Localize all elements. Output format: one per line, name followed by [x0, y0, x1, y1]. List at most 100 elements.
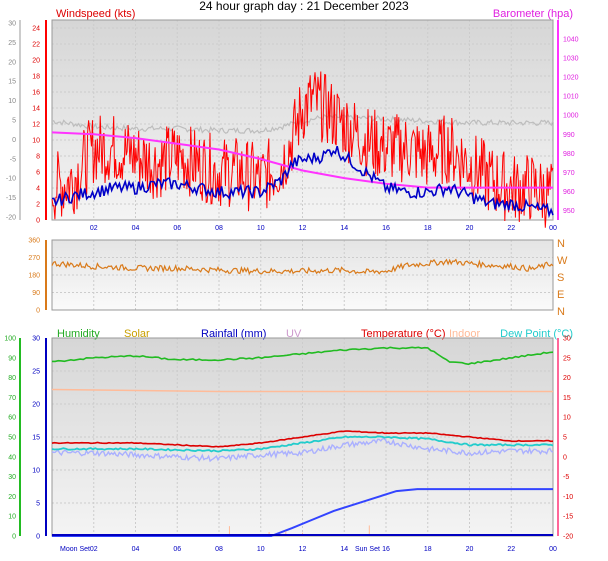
compass-label: W: [557, 255, 568, 267]
humidity-tick-label: 20: [8, 494, 16, 501]
barometer-tick-label: 1030: [563, 56, 579, 63]
humidity-tick-label: 80: [8, 375, 16, 382]
x-tick-label: 12: [299, 546, 307, 553]
humidity-line: [52, 346, 554, 366]
compass-label: E: [557, 289, 564, 301]
temperature-tick-label: -10: [563, 494, 573, 501]
direction-line: [51, 258, 554, 276]
temperature-tick-label: -15: [563, 514, 573, 521]
humidity-tick-label: 100: [4, 336, 16, 343]
x-tick-label: 00: [549, 225, 557, 232]
x-tick-label: 02: [90, 225, 98, 232]
temperature-tick-label: 30: [563, 336, 571, 343]
x-tick-label: 14: [340, 225, 348, 232]
x-tick-label: 20: [466, 225, 474, 232]
indoor-line: [51, 388, 553, 393]
temperature-tick-label: 0: [563, 454, 567, 461]
direction-tick-label: 90: [32, 290, 40, 297]
legend-temperature: Temperature (°C): [361, 328, 445, 340]
windspeed-tick-label: 14: [32, 106, 40, 113]
barometer-tick-label: 1010: [563, 94, 579, 101]
temperature-tick-label: 10: [563, 415, 571, 422]
windspeed-tick-label: 2: [36, 202, 40, 209]
temperature-tick-label: -5: [563, 474, 569, 481]
barometer-label: Barometer (hpa): [493, 8, 573, 20]
x-tick-label: 18: [424, 225, 432, 232]
temperature-tick-label: 5: [563, 435, 567, 442]
windspeed-tick-label: 10: [32, 138, 40, 145]
windspeed-label: Windspeed (kts): [56, 8, 135, 20]
rainfall-tick-label: 20: [32, 402, 40, 409]
direction-tick-label: 270: [28, 255, 40, 262]
outer-tick-label: 5: [12, 118, 16, 125]
outer-tick-label: 30: [8, 21, 16, 28]
windspeed-tick-label: 12: [32, 122, 40, 129]
x-tick-label: 14: [340, 546, 348, 553]
barometer-tick-label: 1040: [563, 37, 579, 44]
outer-tick-label: -20: [6, 215, 16, 222]
compass-label: N: [557, 306, 565, 318]
temperature-tick-label: 20: [563, 375, 571, 382]
legend-solar: Solar: [124, 328, 150, 340]
chart-title: 24 hour graph day : 21 December 2023: [199, 0, 409, 13]
temperature-tick-label: 25: [563, 355, 571, 362]
legend-rainfall: Rainfall (mm): [201, 328, 266, 340]
outer-tick-label: 0: [12, 137, 16, 144]
outer-tick-label: -15: [6, 195, 16, 202]
atmos-legend: Humidity Solar Rainfall (mm) UV Temperat…: [57, 328, 573, 340]
outer-tick-label: 15: [8, 79, 16, 86]
windspeed-tick-label: 22: [32, 42, 40, 49]
humidity-tick-label: 10: [8, 514, 16, 521]
x-tick-label: 16: [382, 225, 390, 232]
temperature-tick-label: 15: [563, 395, 571, 402]
x-tick-label: 04: [132, 225, 140, 232]
dewpoint-line: [51, 435, 554, 453]
rainfall-tick-label: 5: [36, 501, 40, 508]
humidity-tick-label: 60: [8, 415, 16, 422]
moon-set-label: Moon Set: [60, 546, 90, 553]
x-tick-label: 10: [257, 546, 265, 553]
outer-tick-label: 20: [8, 59, 16, 66]
series: [51, 71, 554, 537]
temperature-line: [51, 430, 554, 448]
rainfall-line: [52, 488, 553, 537]
windspeed-tick-label: 24: [32, 26, 40, 33]
x-tick-label: 00: [549, 546, 557, 553]
x-tick-label: 22: [507, 225, 515, 232]
outer-tick-label: -10: [6, 176, 16, 183]
direction-tick-label: 180: [28, 273, 40, 280]
x-tick-label: 10: [257, 225, 265, 232]
outer-tick-label: -5: [10, 156, 16, 163]
compass-label: S: [557, 272, 564, 284]
windspeed-tick-label: 6: [36, 170, 40, 177]
x-tick-label: 06: [173, 546, 181, 553]
windspeed-tick-label: 18: [32, 74, 40, 81]
x-tick-label: 16: [382, 546, 390, 553]
x-tick-label: 04: [132, 546, 140, 553]
dir-frame: [51, 239, 554, 311]
x-tick-label: 02: [90, 546, 98, 553]
windspeed-line: [51, 71, 554, 228]
wind-average-line: [51, 145, 554, 219]
humidity-tick-label: 40: [8, 454, 16, 461]
direction-tick-label: 0: [36, 308, 40, 315]
windspeed-tick-label: 16: [32, 90, 40, 97]
barometer-tick-label: 990: [563, 132, 575, 139]
legend-humidity: Humidity: [57, 328, 100, 340]
windspeed-tick-label: 0: [36, 218, 40, 225]
barometer-tick-label: 1020: [563, 75, 579, 82]
barometer-tick-label: 970: [563, 170, 575, 177]
barometer-tick-label: 960: [563, 189, 575, 196]
wind-frame: [51, 19, 554, 221]
direction-tick-label: 360: [28, 238, 40, 245]
windspeed-tick-label: 4: [36, 186, 40, 193]
windspeed-tick-label: 8: [36, 154, 40, 161]
x-tick-label: 08: [215, 546, 223, 553]
x-tick-label: 08: [215, 225, 223, 232]
temperature-tick-label: -20: [563, 534, 573, 541]
legend-dewpoint: Dew Point (°C): [500, 328, 573, 340]
humidity-tick-label: 30: [8, 474, 16, 481]
dewpoint-light-line: [51, 437, 554, 463]
humidity-tick-label: 50: [8, 435, 16, 442]
